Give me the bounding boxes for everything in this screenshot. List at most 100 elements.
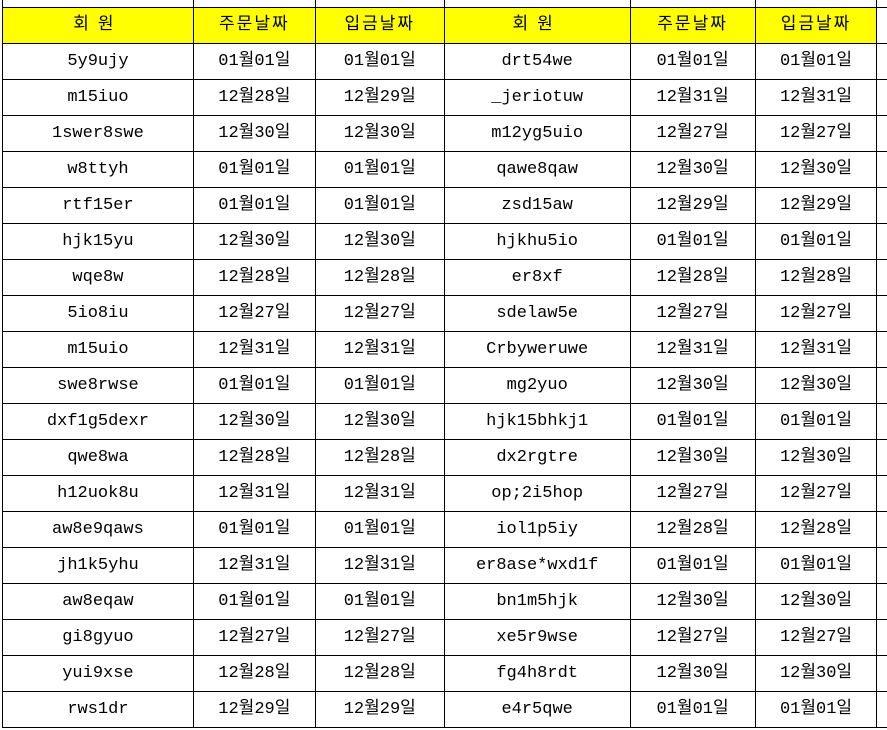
cell-order-date-r13c2[interactable]: 12월31일 bbox=[192, 475, 316, 512]
cell-order-date-r5c2[interactable]: 01월01일 bbox=[192, 187, 316, 224]
cell-member-r1c4[interactable]: drt54we bbox=[443, 43, 631, 80]
cell-deposit-date-r18c6[interactable]: 12월30일 bbox=[754, 655, 878, 692]
cell-order-date-r9c2[interactable]: 12월31일 bbox=[192, 331, 316, 368]
cell-member-r7c4[interactable]: er8xf bbox=[443, 259, 631, 296]
cell-member-r13c1[interactable]: h12uok8u bbox=[2, 475, 194, 512]
cell-member-r1c1[interactable]: 5y9ujy bbox=[2, 43, 194, 80]
cell-deposit-date-r19c3[interactable]: 12월29일 bbox=[314, 691, 445, 728]
cell-deposit-date-r7c3[interactable]: 12월28일 bbox=[314, 259, 445, 296]
cell-deposit-date-r13c3[interactable]: 12월31일 bbox=[314, 475, 445, 512]
cell-member-r6c4[interactable]: hjkhu5io bbox=[443, 223, 631, 260]
cell-order-date-r7c5[interactable]: 12월28일 bbox=[629, 259, 756, 296]
cell-member-r2c1[interactable]: m15iuo bbox=[2, 79, 194, 116]
cell-deposit-date-r13c6[interactable]: 12월27일 bbox=[754, 475, 878, 512]
cell-order-date-r13c5[interactable]: 12월27일 bbox=[629, 475, 756, 512]
cell-order-date-r19c5[interactable]: 01월01일 bbox=[629, 691, 756, 728]
cell-deposit-date-r6c3[interactable]: 12월30일 bbox=[314, 223, 445, 260]
cell-member-r17c4[interactable]: xe5r9wse bbox=[443, 619, 631, 656]
cell-deposit-date-r11c3[interactable]: 12월30일 bbox=[314, 403, 445, 440]
cell-member-r6c1[interactable]: hjk15yu bbox=[2, 223, 194, 260]
cell-order-date-r9c5[interactable]: 12월31일 bbox=[629, 331, 756, 368]
cell-order-date-r5c5[interactable]: 12월29일 bbox=[629, 187, 756, 224]
cell-member-r8c4[interactable]: sdelaw5e bbox=[443, 295, 631, 332]
cell-order-date-r18c2[interactable]: 12월28일 bbox=[192, 655, 316, 692]
cell-member-r9c1[interactable]: m15uio bbox=[2, 331, 194, 368]
cell-deposit-date-r1c3[interactable]: 01월01일 bbox=[314, 43, 445, 80]
cell-member-r12c4[interactable]: dx2rgtre bbox=[443, 439, 631, 476]
cell-order-date-r18c5[interactable]: 12월30일 bbox=[629, 655, 756, 692]
cell-member-r16c1[interactable]: aw8eqaw bbox=[2, 583, 194, 620]
cell-order-date-r11c5[interactable]: 01월01일 bbox=[629, 403, 756, 440]
cell-member-r12c1[interactable]: qwe8wa bbox=[2, 439, 194, 476]
cell-member-r3c1[interactable]: 1swer8swe bbox=[2, 115, 194, 152]
cell-deposit-date-r15c6[interactable]: 01월01일 bbox=[754, 547, 878, 584]
cell-member-r19c1[interactable]: rws1dr bbox=[2, 691, 194, 728]
cell-member-r14c1[interactable]: aw8e9qaws bbox=[2, 511, 194, 548]
cell-member-r2c4[interactable]: _jeriotuw bbox=[443, 79, 631, 116]
cell-deposit-date-r16c6[interactable]: 12월30일 bbox=[754, 583, 878, 620]
cell-order-date-r1c5[interactable]: 01월01일 bbox=[629, 43, 756, 80]
cell-deposit-date-r18c3[interactable]: 12월28일 bbox=[314, 655, 445, 692]
cell-order-date-r4c2[interactable]: 01월01일 bbox=[192, 151, 316, 188]
cell-order-date-r19c2[interactable]: 12월29일 bbox=[192, 691, 316, 728]
cell-deposit-date-r14c6[interactable]: 12월28일 bbox=[754, 511, 878, 548]
cell-deposit-date-r11c6[interactable]: 01월01일 bbox=[754, 403, 878, 440]
cell-member-r16c4[interactable]: bn1m5hjk bbox=[443, 583, 631, 620]
header-member-left[interactable]: 회원 bbox=[2, 7, 194, 44]
cell-member-r10c4[interactable]: mg2yuo bbox=[443, 367, 631, 404]
cell-deposit-date-r1c6[interactable]: 01월01일 bbox=[754, 43, 878, 80]
cell-order-date-r15c2[interactable]: 12월31일 bbox=[192, 547, 316, 584]
header-order-date-right[interactable]: 주문날짜 bbox=[629, 7, 756, 44]
cell-deposit-date-r2c6[interactable]: 12월31일 bbox=[754, 79, 878, 116]
cell-deposit-date-r16c3[interactable]: 01월01일 bbox=[314, 583, 445, 620]
cell-deposit-date-r14c3[interactable]: 01월01일 bbox=[314, 511, 445, 548]
cell-deposit-date-r8c3[interactable]: 12월27일 bbox=[314, 295, 445, 332]
cell-order-date-r17c5[interactable]: 12월27일 bbox=[629, 619, 756, 656]
cell-order-date-r10c2[interactable]: 01월01일 bbox=[192, 367, 316, 404]
cell-deposit-date-r5c3[interactable]: 01월01일 bbox=[314, 187, 445, 224]
cell-deposit-date-r7c6[interactable]: 12월28일 bbox=[754, 259, 878, 296]
cell-member-r15c1[interactable]: jh1k5yhu bbox=[2, 547, 194, 584]
cell-member-r7c1[interactable]: wqe8w bbox=[2, 259, 194, 296]
cell-order-date-r14c5[interactable]: 12월28일 bbox=[629, 511, 756, 548]
cell-member-r4c1[interactable]: w8ttyh bbox=[2, 151, 194, 188]
cell-member-r5c1[interactable]: rtf15er bbox=[2, 187, 194, 224]
cell-deposit-date-r12c6[interactable]: 12월30일 bbox=[754, 439, 878, 476]
cell-order-date-r12c2[interactable]: 12월28일 bbox=[192, 439, 316, 476]
cell-order-date-r3c5[interactable]: 12월27일 bbox=[629, 115, 756, 152]
cell-order-date-r15c5[interactable]: 01월01일 bbox=[629, 547, 756, 584]
cell-member-r17c1[interactable]: gi8gyuo bbox=[2, 619, 194, 656]
header-member-right[interactable]: 회원 bbox=[443, 7, 631, 44]
cell-order-date-r16c2[interactable]: 01월01일 bbox=[192, 583, 316, 620]
cell-order-date-r8c2[interactable]: 12월27일 bbox=[192, 295, 316, 332]
cell-member-r5c4[interactable]: zsd15aw bbox=[443, 187, 631, 224]
cell-deposit-date-r9c6[interactable]: 12월31일 bbox=[754, 331, 878, 368]
cell-member-r9c4[interactable]: Crbyweruwe bbox=[443, 331, 631, 368]
cell-order-date-r12c5[interactable]: 12월30일 bbox=[629, 439, 756, 476]
header-deposit-date-right[interactable]: 입금날짜 bbox=[754, 7, 878, 44]
cell-order-date-r1c2[interactable]: 01월01일 bbox=[192, 43, 316, 80]
cell-deposit-date-r10c6[interactable]: 12월30일 bbox=[754, 367, 878, 404]
cell-member-r4c4[interactable]: qawe8qaw bbox=[443, 151, 631, 188]
cell-deposit-date-r17c3[interactable]: 12월27일 bbox=[314, 619, 445, 656]
cell-deposit-date-r4c3[interactable]: 01월01일 bbox=[314, 151, 445, 188]
cell-order-date-r7c2[interactable]: 12월28일 bbox=[192, 259, 316, 296]
cell-deposit-date-r15c3[interactable]: 12월31일 bbox=[314, 547, 445, 584]
cell-member-r13c4[interactable]: op;2i5hop bbox=[443, 475, 631, 512]
cell-deposit-date-r12c3[interactable]: 12월28일 bbox=[314, 439, 445, 476]
cell-deposit-date-r19c6[interactable]: 01월01일 bbox=[754, 691, 878, 728]
cell-member-r8c1[interactable]: 5io8iu bbox=[2, 295, 194, 332]
cell-order-date-r6c5[interactable]: 01월01일 bbox=[629, 223, 756, 260]
cell-order-date-r11c2[interactable]: 12월30일 bbox=[192, 403, 316, 440]
cell-deposit-date-r5c6[interactable]: 12월29일 bbox=[754, 187, 878, 224]
cell-order-date-r2c2[interactable]: 12월28일 bbox=[192, 79, 316, 116]
cell-deposit-date-r17c6[interactable]: 12월27일 bbox=[754, 619, 878, 656]
cell-order-date-r16c5[interactable]: 12월30일 bbox=[629, 583, 756, 620]
cell-order-date-r6c2[interactable]: 12월30일 bbox=[192, 223, 316, 260]
cell-member-r3c4[interactable]: m12yg5uio bbox=[443, 115, 631, 152]
cell-member-r18c1[interactable]: yui9xse bbox=[2, 655, 194, 692]
header-deposit-date-left[interactable]: 입금날짜 bbox=[314, 7, 445, 44]
cell-order-date-r3c2[interactable]: 12월30일 bbox=[192, 115, 316, 152]
cell-member-r18c4[interactable]: fg4h8rdt bbox=[443, 655, 631, 692]
cell-member-r11c1[interactable]: dxf1g5dexr bbox=[2, 403, 194, 440]
